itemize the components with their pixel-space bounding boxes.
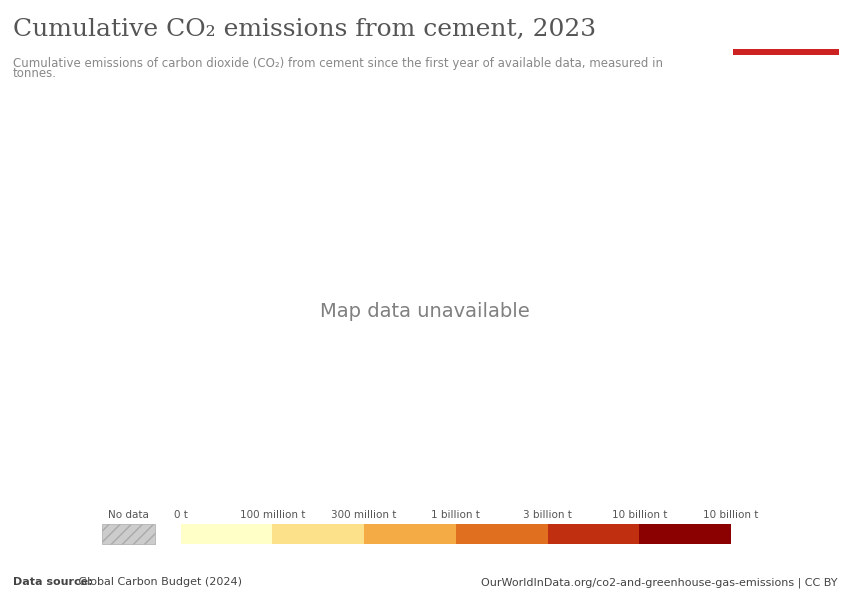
Text: Our World: Our World (758, 18, 813, 28)
Text: 300 million t: 300 million t (332, 510, 397, 520)
Text: Cumulative emissions of carbon dioxide (CO₂) from cement since the first year of: Cumulative emissions of carbon dioxide (… (13, 57, 663, 70)
Text: Global Carbon Budget (2024): Global Carbon Budget (2024) (75, 577, 241, 587)
Text: 3 billion t: 3 billion t (523, 510, 572, 520)
Text: in Data: in Data (766, 37, 806, 46)
Bar (272, 524, 364, 544)
Bar (180, 524, 272, 544)
Text: 1 billion t: 1 billion t (431, 510, 480, 520)
Text: 10 billion t: 10 billion t (612, 510, 667, 520)
Text: No data: No data (108, 510, 149, 520)
Bar (547, 524, 639, 544)
Text: Cumulative CO₂ emissions from cement, 2023: Cumulative CO₂ emissions from cement, 20… (13, 18, 596, 41)
Bar (639, 524, 731, 544)
Text: OurWorldInData.org/co2-and-greenhouse-gas-emissions | CC BY: OurWorldInData.org/co2-and-greenhouse-ga… (481, 577, 837, 588)
Bar (733, 49, 839, 55)
Bar (456, 524, 547, 544)
Text: 100 million t: 100 million t (240, 510, 305, 520)
Text: Data source:: Data source: (13, 577, 93, 587)
Text: tonnes.: tonnes. (13, 67, 57, 80)
Text: Map data unavailable: Map data unavailable (320, 302, 530, 322)
Bar (102, 524, 156, 544)
Text: 10 billion t: 10 billion t (703, 510, 759, 520)
Bar (364, 524, 456, 544)
Text: 0 t: 0 t (173, 510, 188, 520)
